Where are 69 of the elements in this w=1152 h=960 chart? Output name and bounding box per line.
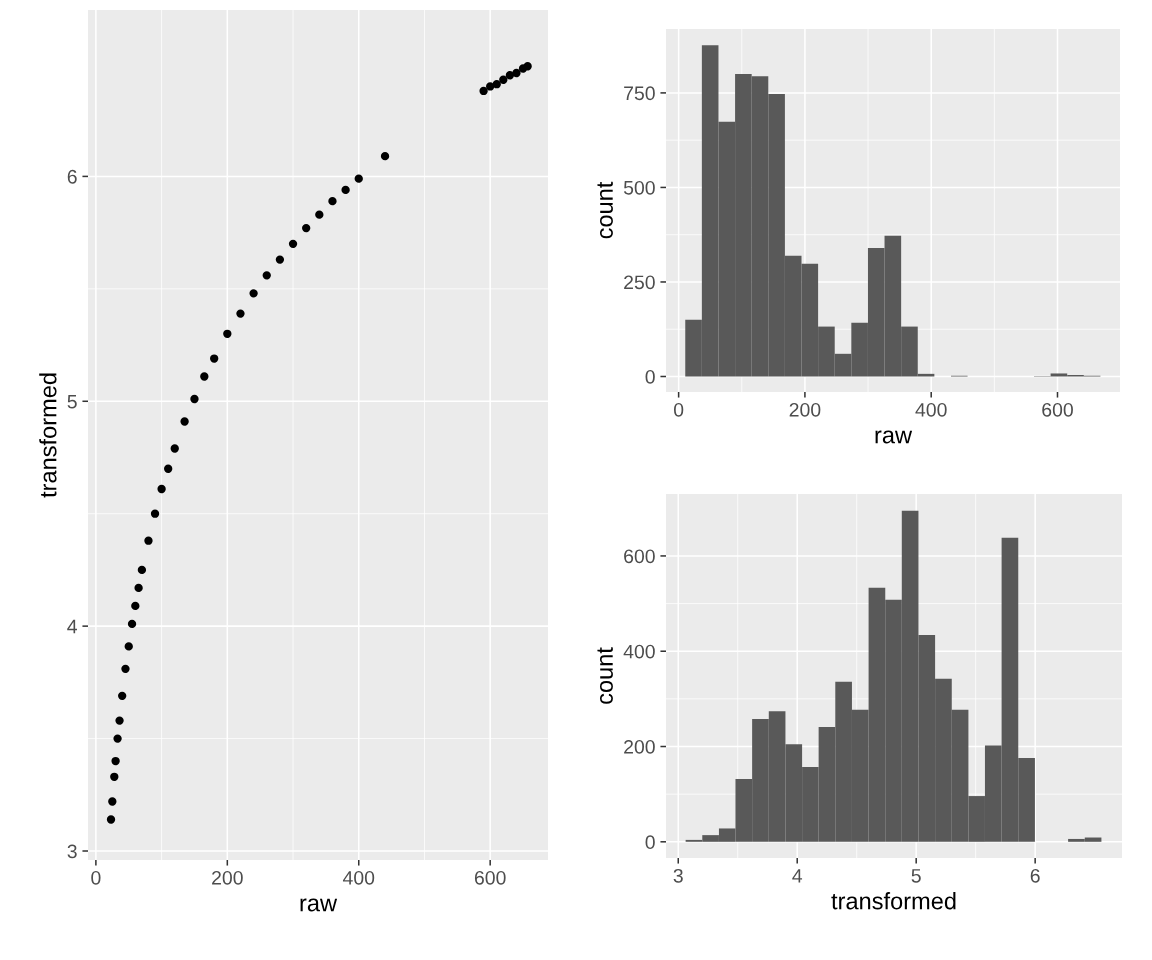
point — [249, 289, 258, 298]
x-tick-label: 6 — [1030, 868, 1040, 883]
point — [115, 716, 124, 725]
point — [499, 75, 508, 84]
point — [170, 444, 179, 453]
x-tick-label: 3 — [673, 868, 683, 883]
point — [113, 734, 122, 743]
x-tick-label: 600 — [474, 870, 506, 885]
point — [486, 82, 495, 91]
x-tick-label: 0 — [673, 402, 684, 417]
point — [315, 210, 324, 219]
y-tick-label: 500 — [623, 180, 655, 195]
x-tick-label: 400 — [915, 402, 947, 417]
point — [200, 372, 209, 381]
x-tick-label: 4 — [792, 869, 803, 883]
y-tick-label: 250 — [624, 275, 655, 290]
point — [131, 601, 140, 611]
point — [108, 797, 117, 806]
point — [302, 223, 311, 233]
x-axis-title: raw — [300, 898, 338, 912]
point — [144, 536, 153, 545]
y-tick-label: 600 — [624, 549, 655, 564]
point — [354, 174, 363, 183]
y-tick-label: 400 — [623, 644, 655, 659]
y-tick-label: 6 — [67, 169, 77, 184]
point — [157, 484, 166, 494]
x-tick-label: 600 — [1042, 402, 1073, 417]
point — [164, 464, 173, 473]
point — [479, 86, 488, 96]
x-axis-title: transformed — [831, 892, 956, 910]
y-tick-label: 200 — [624, 739, 655, 754]
point — [106, 815, 116, 824]
y-tick-label: 750 — [624, 86, 655, 101]
point — [210, 354, 219, 363]
y-tick-label: 3 — [67, 844, 77, 859]
y-tick-label: 4 — [67, 619, 78, 634]
point — [121, 664, 130, 674]
x-axis-title: raw — [875, 430, 913, 444]
y-tick-label: 0 — [645, 835, 655, 850]
point — [275, 255, 285, 264]
point — [111, 756, 120, 766]
x-tick-label: 0 — [91, 870, 101, 885]
point — [110, 772, 119, 781]
y-axis-title: count — [597, 647, 613, 704]
x-tick-label: 5 — [911, 869, 921, 883]
point — [328, 196, 337, 206]
point — [341, 185, 350, 195]
x-tick-label: 200 — [789, 402, 821, 417]
y-axis-title: transformed — [39, 373, 57, 498]
y-axis-title: count — [597, 181, 613, 239]
point — [380, 152, 390, 161]
point — [118, 691, 127, 701]
point — [523, 62, 532, 71]
point — [124, 642, 133, 651]
point — [190, 394, 199, 404]
point — [492, 80, 501, 89]
y-tick-label: 0 — [645, 369, 655, 384]
point — [223, 329, 232, 338]
point — [134, 583, 143, 593]
x-tick-label: 200 — [212, 870, 243, 885]
point — [236, 309, 245, 318]
point — [180, 417, 189, 426]
point — [512, 68, 521, 78]
point — [127, 619, 137, 629]
point — [262, 271, 271, 280]
x-tick-label: 400 — [342, 870, 375, 885]
point — [288, 239, 298, 249]
point — [137, 565, 147, 575]
point — [150, 509, 160, 518]
